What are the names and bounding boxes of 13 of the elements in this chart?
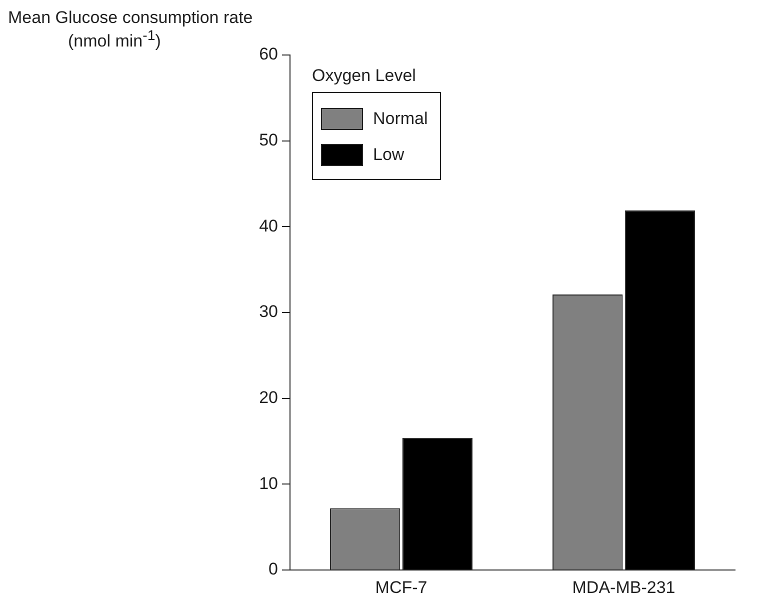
y-tick-label: 0 — [268, 560, 278, 579]
y-tick-label: 20 — [259, 388, 278, 408]
y-tick-label: 10 — [259, 474, 278, 493]
x-tick-label: MDA-MB-231 — [572, 578, 676, 597]
y-tick-label: 50 — [259, 130, 278, 150]
legend-title: Oxygen Level — [312, 66, 417, 86]
y-tick-label: 60 — [259, 44, 278, 64]
legend-label: Normal — [373, 109, 428, 129]
y-tick-label: 40 — [259, 216, 278, 236]
x-tick-label: MCF-7 — [375, 578, 428, 597]
legend-label: Low — [373, 145, 404, 165]
y-tick-label: 30 — [259, 302, 278, 322]
y-axis-title: Mean Glucose consumption rate (nmol min$^{-1}$) — [8, 8, 254, 51]
